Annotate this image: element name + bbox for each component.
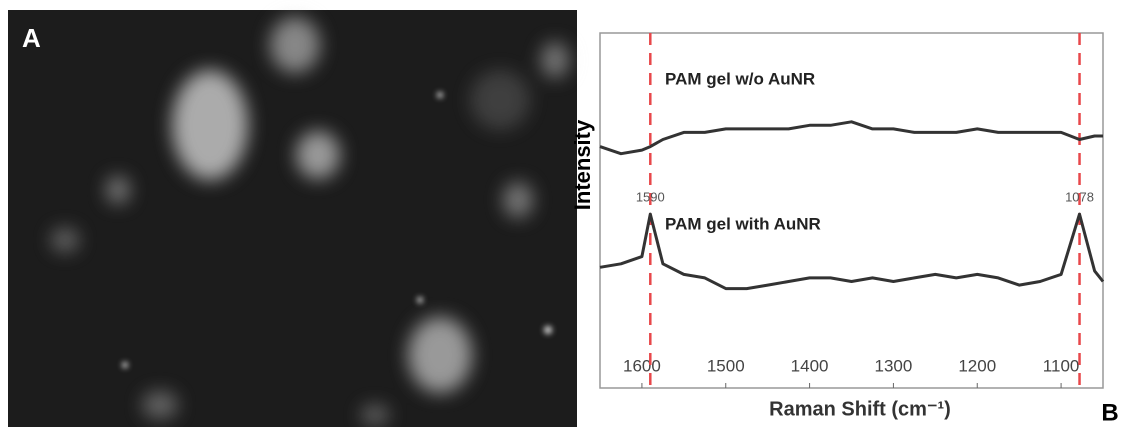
x-tick-label: 1600 — [623, 356, 661, 375]
x-axis-label: Raman Shift (cm⁻¹) — [769, 398, 951, 420]
peak-label: 1590 — [636, 189, 665, 204]
x-tick-label: 1400 — [791, 356, 829, 375]
x-tick-label: 1500 — [707, 356, 745, 375]
series-label: PAM gel with AuNR — [665, 214, 821, 233]
x-tick-label: 1300 — [875, 356, 913, 375]
plot-frame — [599, 32, 1104, 389]
x-tick-label: 1100 — [1043, 356, 1080, 375]
panel-label: B — [1101, 399, 1118, 426]
x-tick-label: 1200 — [958, 356, 996, 375]
panel-label: A — [22, 23, 41, 53]
y-axis-label: Intensity — [570, 119, 595, 210]
micrograph: A — [8, 10, 577, 427]
series-label: PAM gel w/o AuNR — [665, 69, 815, 88]
peak-label: 1078 — [1065, 189, 1094, 204]
spectrum — [599, 212, 1105, 291]
spectrum — [599, 120, 1103, 156]
